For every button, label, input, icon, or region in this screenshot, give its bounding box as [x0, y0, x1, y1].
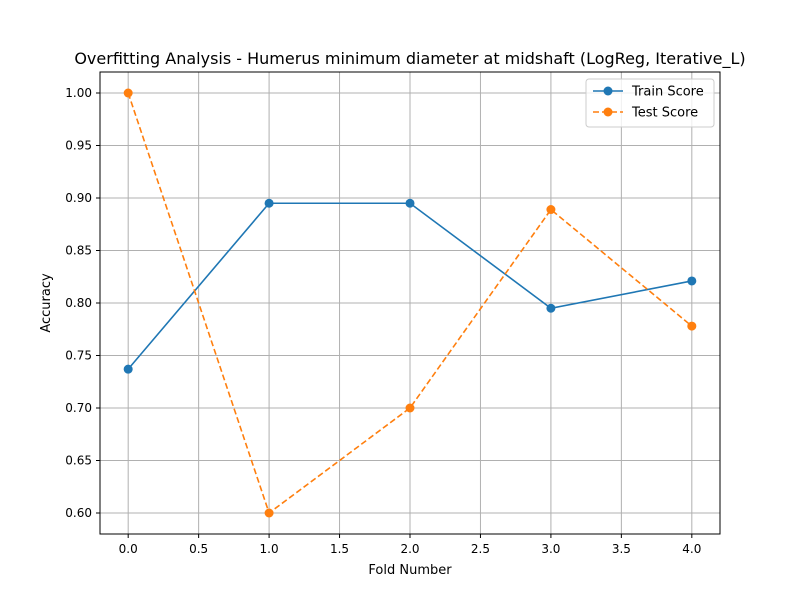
- y-tick-label: 0.95: [65, 139, 92, 153]
- legend: Train Score Test Score: [585, 78, 715, 128]
- y-tick-label: 0.85: [65, 244, 92, 258]
- chart-title: Overfitting Analysis - Humerus minimum d…: [74, 49, 745, 69]
- plot-frame: [99, 71, 721, 535]
- test-score-line: [127, 92, 693, 515]
- y-tick-label: 1.00: [65, 86, 92, 100]
- test-score-point: [687, 321, 697, 331]
- x-tick-label: 0.0: [119, 542, 138, 556]
- x-tick-label: 1.5: [330, 542, 349, 556]
- x-tick-label: 2.0: [400, 542, 419, 556]
- x-tick-label: 1.0: [260, 542, 279, 556]
- y-tick-label: 0.65: [65, 454, 92, 468]
- y-tick-label: 0.60: [65, 506, 92, 520]
- test-score-point: [123, 88, 133, 98]
- train-score-point: [264, 198, 274, 208]
- train-score-legend-marker: [603, 86, 613, 96]
- y-tick-label: 0.80: [65, 296, 92, 310]
- test-score-point: [546, 205, 556, 215]
- y-tick-label: 0.70: [65, 401, 92, 415]
- train-score-point: [405, 198, 415, 208]
- test-score-point: [405, 403, 415, 413]
- train-score-point: [546, 303, 556, 313]
- train-score-legend-label: Train Score: [631, 85, 704, 100]
- y-axis-label: Accuracy: [39, 273, 54, 333]
- x-tick-label: 3.5: [612, 542, 631, 556]
- test-score-legend-label: Test Score: [631, 106, 698, 121]
- train-score-point: [123, 364, 133, 374]
- axis-ticks: 0.0 0.5 1.0 1.5 2.0 2.5 3.0 3.5 4.0 0.60 0.65 0.70 0…: [65, 86, 701, 556]
- train-score-point: [687, 276, 697, 286]
- y-tick-label: 0.90: [65, 191, 92, 205]
- x-axis-label: Fold Number: [368, 563, 452, 578]
- test-score-legend-marker: [603, 107, 613, 117]
- test-score-point: [264, 508, 274, 518]
- y-tick-label: 0.75: [65, 349, 92, 363]
- x-tick-label: 4.0: [682, 542, 701, 556]
- x-tick-label: 0.5: [189, 542, 208, 556]
- x-tick-label: 3.0: [541, 542, 560, 556]
- series-layer: [123, 88, 697, 518]
- x-tick-label: 2.5: [471, 542, 490, 556]
- grid: [100, 72, 720, 534]
